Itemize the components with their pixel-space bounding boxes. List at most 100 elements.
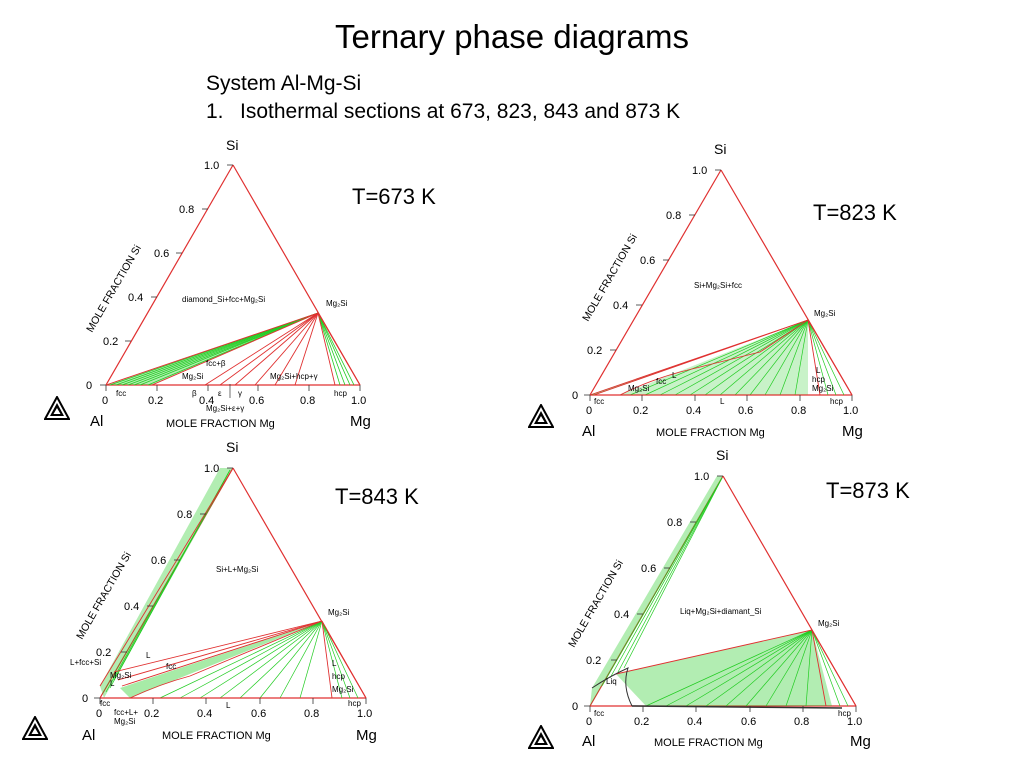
bottom-tick-label: 0 bbox=[96, 708, 102, 720]
phase-label-fcc-bottom: fcc bbox=[100, 699, 110, 708]
apex-label-si: Si bbox=[714, 141, 726, 157]
left-tick-label: 0.8 bbox=[177, 509, 192, 521]
region-label-top: Si+Mg₂Si+fcc bbox=[694, 281, 742, 290]
phase-label-hcp: hcp bbox=[812, 375, 825, 384]
thermo-calc-logo-icon bbox=[22, 716, 48, 740]
section-list-item: 1. Isothermal sections at 673, 823, 843 a… bbox=[206, 98, 680, 126]
corner-label-mg: Mg bbox=[350, 413, 371, 430]
left-tick-label: 0.4 bbox=[613, 300, 628, 312]
left-tick-label: 0.2 bbox=[96, 647, 111, 659]
phase-boundaries bbox=[615, 629, 857, 707]
bottom-tick-label: 0.2 bbox=[144, 708, 159, 720]
bottom-tick-label: 0.2 bbox=[148, 395, 163, 407]
left-tick-label: 0.2 bbox=[103, 336, 118, 348]
apex-label-si: Si bbox=[716, 447, 728, 463]
left-tick-label: 0.8 bbox=[666, 210, 681, 222]
bottom-tick-label: 1.0 bbox=[351, 395, 366, 407]
bottom-tick-label: 0.6 bbox=[251, 708, 266, 720]
corner-label-al: Al bbox=[90, 413, 103, 430]
phase-label-epsilon: ε bbox=[218, 389, 222, 398]
bottom-axis-title: MOLE FRACTION Mg bbox=[166, 418, 275, 430]
left-tick-label: 1.0 bbox=[204, 463, 219, 475]
phase-label-fcc-bottom: fcc bbox=[594, 397, 604, 406]
bottom-tick-label: 1.0 bbox=[847, 716, 862, 728]
left-axis-title: MOLE FRACTION Si bbox=[74, 550, 134, 641]
phase-label-L: L bbox=[816, 366, 821, 375]
region-label-mg2si: Mg₂Si bbox=[628, 384, 650, 393]
bottom-tick-label: 0.2 bbox=[634, 716, 649, 728]
thermo-calc-logo-icon bbox=[44, 396, 70, 420]
bottom-tick-label: 0.8 bbox=[794, 716, 809, 728]
left-axis-title: MOLE FRACTION Si bbox=[566, 558, 626, 649]
region-label-top: diamond_Si+fcc+Mg₂Si bbox=[182, 295, 265, 304]
left-tick-label: 1.0 bbox=[692, 165, 707, 177]
temperature-label-843: T=843 K bbox=[335, 484, 419, 509]
bottom-axis-title: MOLE FRACTION Mg bbox=[654, 737, 763, 749]
phase-label-L: L bbox=[332, 659, 337, 668]
ternary-diagram-823: 0 0.2 0.4 0.6 0.8 1.0 0 0.2 0.4 0.6 0.8 … bbox=[572, 141, 863, 440]
phase-label-hcp: hcp bbox=[332, 672, 345, 681]
left-tick-label: 0.4 bbox=[128, 292, 143, 304]
bottom-tick-label: 0.4 bbox=[687, 716, 702, 728]
phase-label-fcc: fcc bbox=[656, 377, 666, 386]
system-label: System Al-Mg-Si bbox=[206, 72, 362, 95]
bottom-tick-label: 0.4 bbox=[686, 405, 701, 417]
compound-label: Mg₂Si bbox=[814, 309, 836, 318]
left-tick-label: 0 bbox=[82, 693, 88, 705]
left-tick-label: 0.2 bbox=[586, 655, 601, 667]
bottom-tick-label: 0 bbox=[102, 395, 108, 407]
left-tick-label: 0.6 bbox=[151, 555, 166, 567]
bottom-tick-label: 1.0 bbox=[357, 708, 372, 720]
bottom-tick-label: 1.0 bbox=[843, 405, 858, 417]
left-tick-label: 0 bbox=[572, 390, 578, 402]
triangle-frame bbox=[105, 164, 361, 386]
corner-label-al: Al bbox=[582, 733, 595, 750]
apex-label-si: Si bbox=[226, 137, 238, 153]
region-label-top: Si+L+Mg₂Si bbox=[216, 565, 258, 574]
region-label-mg2si: Mg₂Si bbox=[182, 372, 204, 381]
bottom-tick-label: 0.6 bbox=[249, 395, 264, 407]
phase-label-L: L bbox=[146, 651, 151, 660]
compound-label: Mg₂Si bbox=[818, 619, 840, 628]
region-label-mg2si-right: Mg₂Si bbox=[812, 384, 834, 393]
phase-label-hcp-bottom: hcp bbox=[348, 699, 361, 708]
thermo-calc-logo-icon bbox=[528, 725, 554, 749]
bottom-tick-label: 0 bbox=[586, 405, 592, 417]
ternary-diagram-873: 0 0.2 0.4 0.6 0.8 1.0 0 0.2 0.4 0.6 0.8 … bbox=[566, 447, 871, 750]
phase-label-liq: Liq bbox=[606, 677, 617, 686]
left-tick-label: 0.8 bbox=[179, 204, 194, 216]
phase-boundaries bbox=[105, 312, 361, 386]
left-tick-label: 0.6 bbox=[641, 563, 656, 575]
corner-label-al: Al bbox=[82, 727, 95, 744]
bottom-tick-label: 0.8 bbox=[300, 395, 315, 407]
phase-label-beta: β bbox=[192, 389, 197, 398]
temperature-label-823: T=823 K bbox=[813, 200, 897, 225]
list-number: 1. bbox=[206, 100, 224, 123]
phase-label-hcp: hcp bbox=[334, 389, 347, 398]
ternary-diagram-673: 0 0.2 0.4 0.6 0.8 1.0 0 0.2 0.4 0.6 0.8 … bbox=[84, 137, 371, 430]
bottom-tick-label: 0.2 bbox=[633, 405, 648, 417]
liquid-mg2si-region bbox=[120, 621, 322, 698]
region-label-mg2si-right: Mg₂Si bbox=[332, 685, 354, 694]
bottom-tick-label: 0.8 bbox=[304, 708, 319, 720]
bottom-axis-ticks bbox=[105, 385, 361, 391]
temperature-label-873: T=873 K bbox=[826, 478, 910, 503]
section-description: Isothermal sections at 673, 823, 843 and… bbox=[240, 100, 681, 123]
bottom-tick-label: 0.6 bbox=[741, 716, 756, 728]
bottom-tick-label: 0.8 bbox=[791, 405, 806, 417]
apex-label-si: Si bbox=[226, 439, 238, 455]
left-axis-title: MOLE FRACTION Si bbox=[84, 243, 144, 334]
phase-label-gamma: γ bbox=[238, 389, 242, 398]
fcc-hcp-boundary bbox=[631, 705, 843, 709]
bottom-tick-label: 0.4 bbox=[197, 708, 212, 720]
phase-label-L: L bbox=[672, 371, 677, 380]
phase-label-L: L bbox=[720, 397, 725, 406]
left-tick-label: 1.0 bbox=[204, 160, 219, 172]
slide-subtitle: System Al-Mg-Si 1. Isothermal sections at… bbox=[206, 70, 680, 126]
tie-line-fan bbox=[629, 319, 845, 396]
region-label-right: Mg₂Si+hcp+γ bbox=[270, 372, 318, 381]
bottom-axis-title: MOLE FRACTION Mg bbox=[656, 427, 765, 439]
phase-label-fcc: fcc bbox=[166, 662, 176, 671]
region-label-l-fcc-si: L+fcc+Si bbox=[70, 658, 101, 667]
liquid-mg2si-region bbox=[616, 630, 832, 706]
